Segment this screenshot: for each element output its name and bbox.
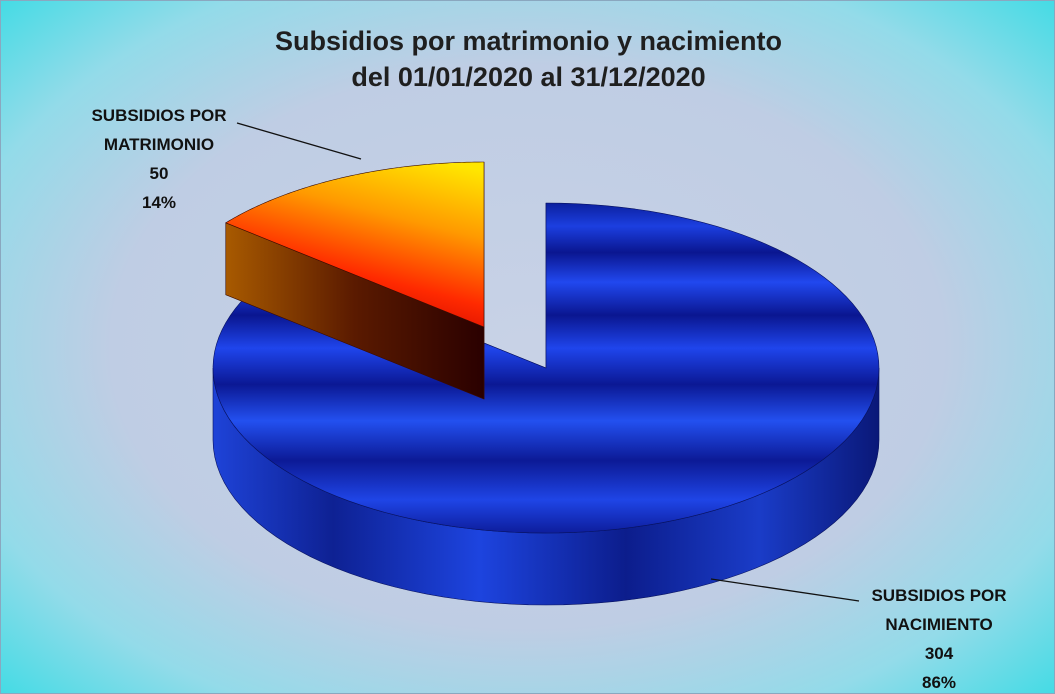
pie-slice-matrimonio — [225, 161, 485, 400]
data-label-nacimiento-line1: SUBSIDIOS POR — [871, 586, 1007, 605]
data-label-nacimiento-value: 304 — [924, 644, 954, 663]
data-label-matrimonio-line1: SUBSIDIOS POR — [91, 106, 227, 125]
data-label-nacimiento-line2: NACIMIENTO — [885, 615, 993, 634]
chart-title-line1: Subsidios por matrimonio y nacimiento — [274, 26, 783, 56]
chart-subtitle: del 01/01/2020 al 31/12/2020 — [351, 62, 706, 92]
data-label-matrimonio-line2: MATRIMONIO — [103, 135, 215, 154]
data-label-matrimonio-value: 50 — [149, 164, 169, 183]
leader-line-matrimonio — [236, 122, 362, 160]
leader-line-nacimiento — [710, 578, 860, 602]
data-label-nacimiento: SUBSIDIOS POR NACIMIENTO 304 86% — [839, 581, 1039, 693]
data-label-matrimonio-percent: 14% — [141, 193, 177, 212]
data-label-nacimiento-percent: 86% — [921, 673, 957, 692]
data-label-matrimonio: SUBSIDIOS POR MATRIMONIO 50 14% — [59, 101, 259, 217]
chart-title: Subsidios por matrimonio y nacimiento de… — [1, 23, 1054, 95]
